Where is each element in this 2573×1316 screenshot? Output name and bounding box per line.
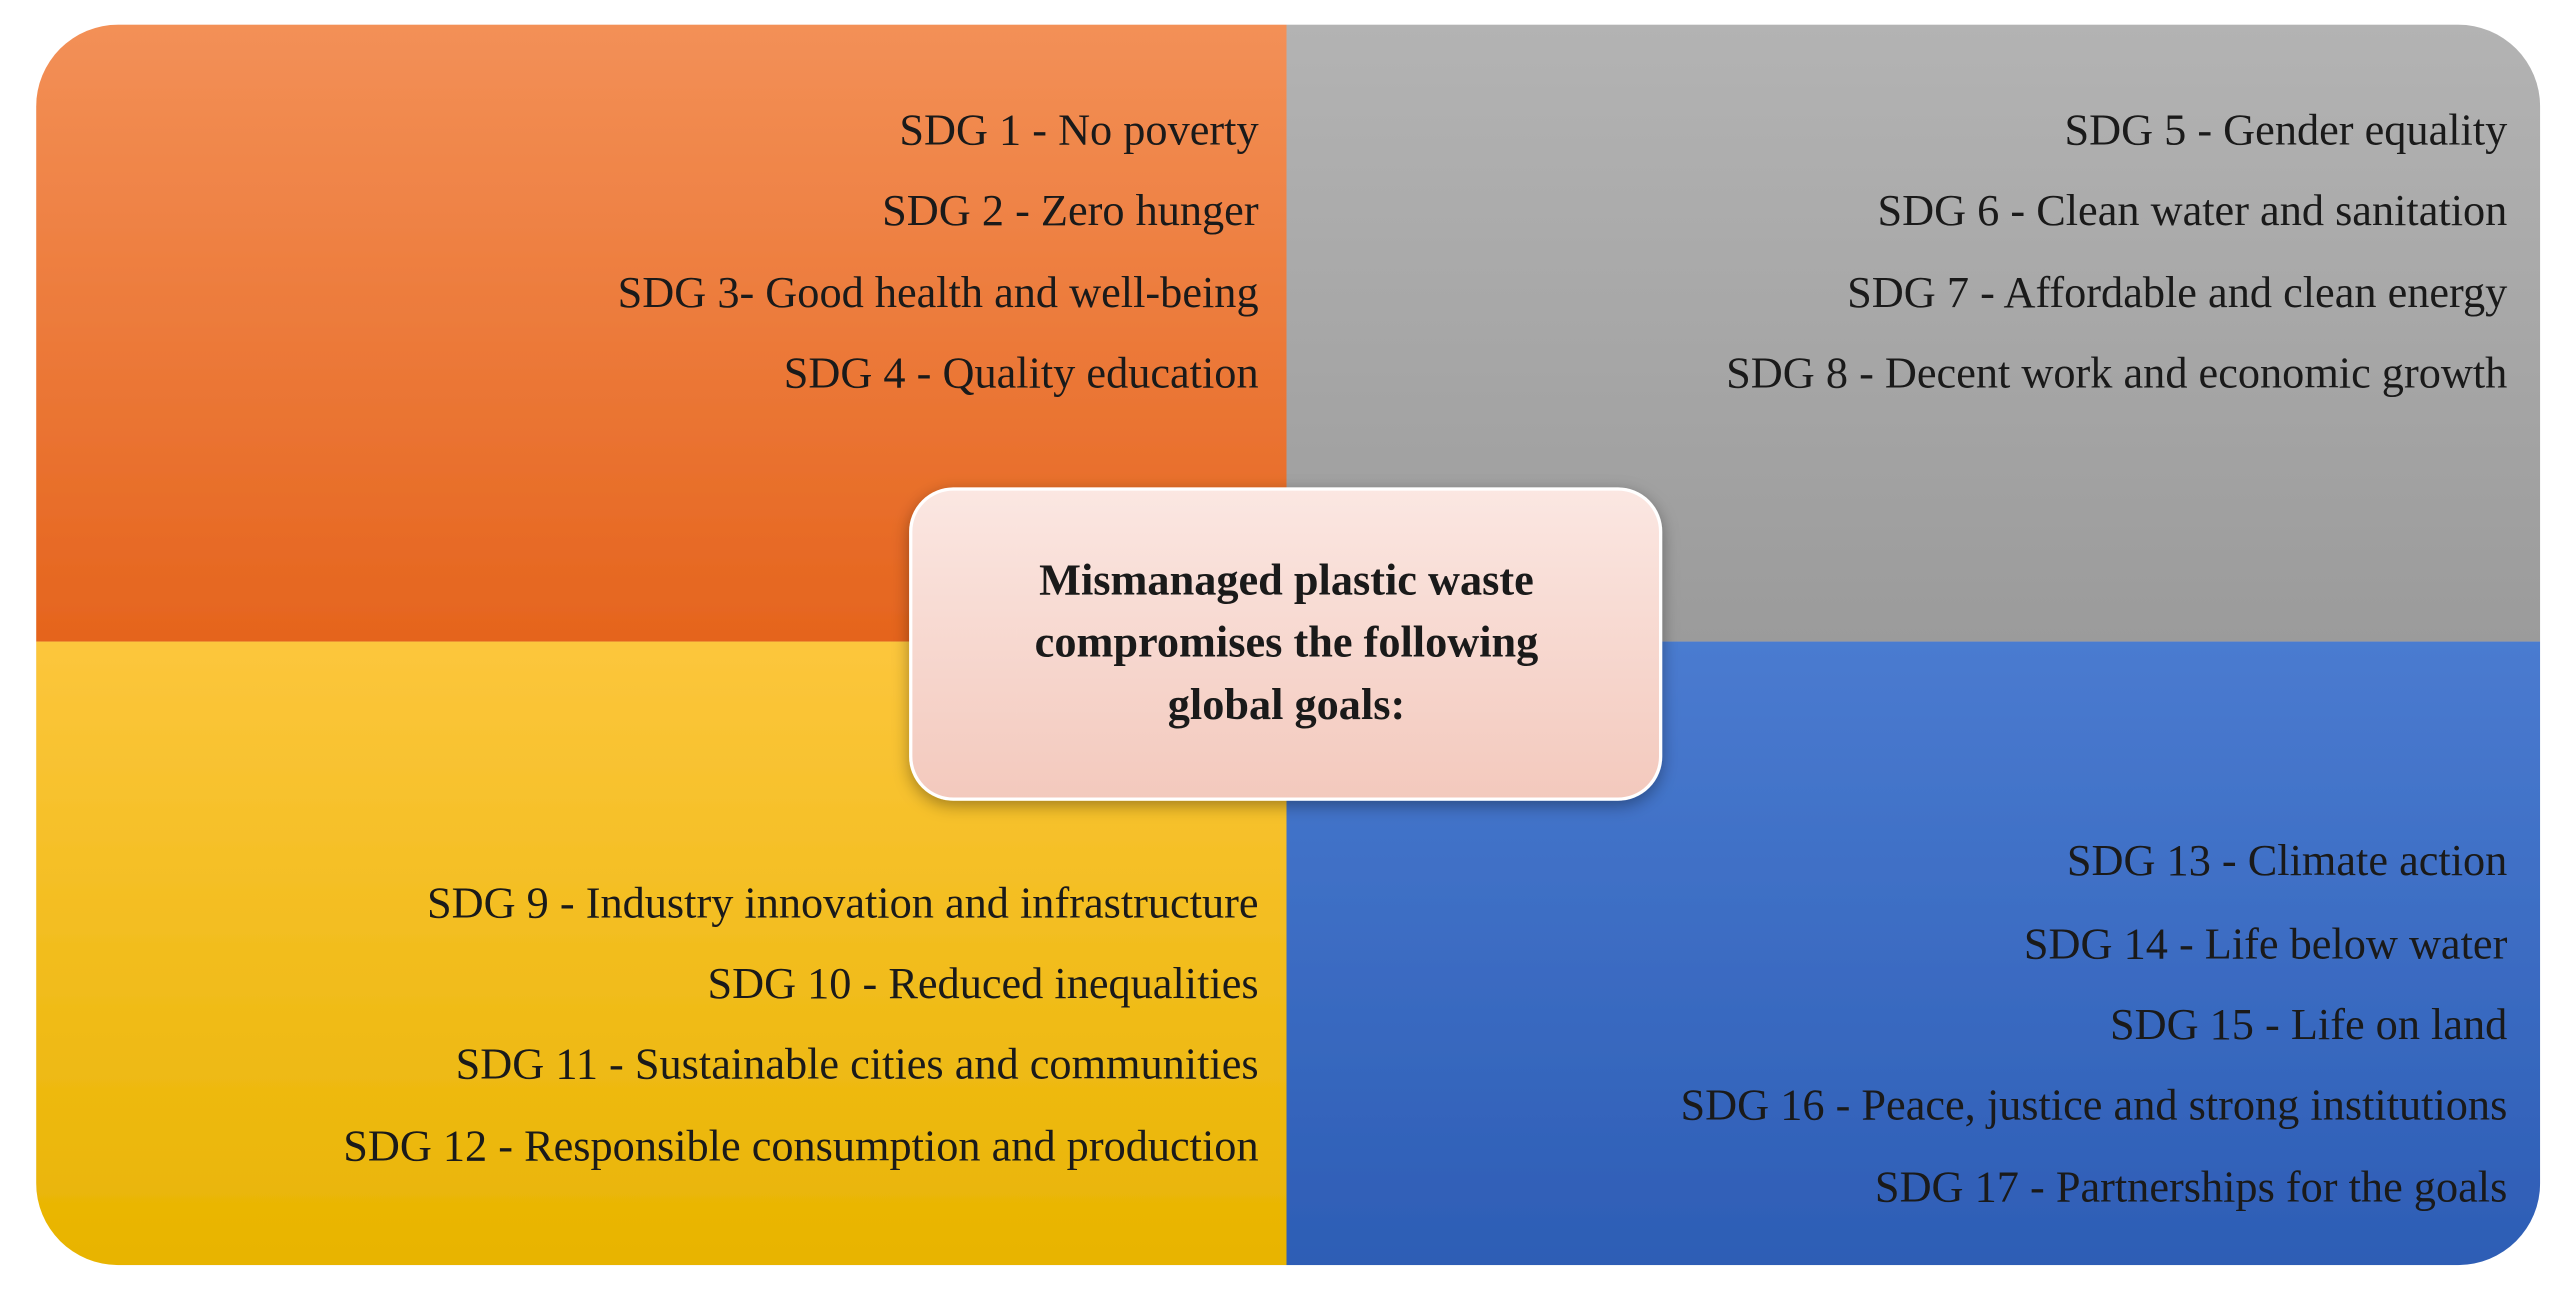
sdg-item: SDG 15 - Life on land	[2110, 1000, 2507, 1049]
quadrants	[36, 24, 2541, 1266]
center-box	[909, 487, 1663, 801]
sdg-item: SDG 6 - Clean water and sanitation	[1877, 186, 2507, 235]
sdg-item: SDG 3- Good health and well-being	[618, 268, 1259, 317]
sdg-item: SDG 2 - Zero hunger	[882, 186, 1259, 235]
sdg-item: SDG 16 - Peace, justice and strong insti…	[1681, 1080, 2508, 1129]
sdg-item: SDG 13 - Climate action	[2067, 836, 2507, 885]
center-text: compromises the following	[1035, 618, 1539, 667]
sdg-item: SDG 11 - Sustainable cities and communit…	[456, 1039, 1259, 1088]
sdg-item: SDG 17 - Partnerships for the goals	[1875, 1162, 2507, 1211]
sdg-item: SDG 1 - No poverty	[899, 106, 1258, 155]
sdg-item: SDG 14 - Life below water	[2024, 920, 2508, 969]
sdg-item: SDG 9 - Industry innovation and infrastr…	[427, 879, 1259, 928]
sdg-item: SDG 8 - Decent work and economic growth	[1726, 349, 2507, 398]
sdg-item: SDG 5 - Gender equality	[2064, 106, 2507, 155]
center-text: Mismanaged plastic waste	[1039, 555, 1534, 604]
sdg-item: SDG 4 - Quality education	[784, 349, 1259, 398]
sdg-item: SDG 7 - Affordable and clean energy	[1847, 268, 2507, 317]
sdg-item: SDG 12 - Responsible consumption and pro…	[343, 1121, 1258, 1170]
center-text: global goals:	[1168, 680, 1406, 729]
sdg-item: SDG 10 - Reduced inequalities	[707, 959, 1258, 1008]
texts: SDG 1 - No poverty SDG 2 - Zero hunger SDG…	[343, 106, 2507, 1212]
